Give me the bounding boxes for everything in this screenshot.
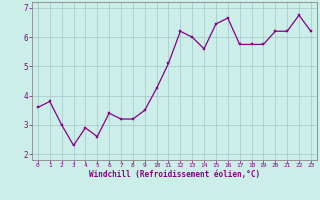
X-axis label: Windchill (Refroidissement éolien,°C): Windchill (Refroidissement éolien,°C)	[89, 170, 260, 179]
